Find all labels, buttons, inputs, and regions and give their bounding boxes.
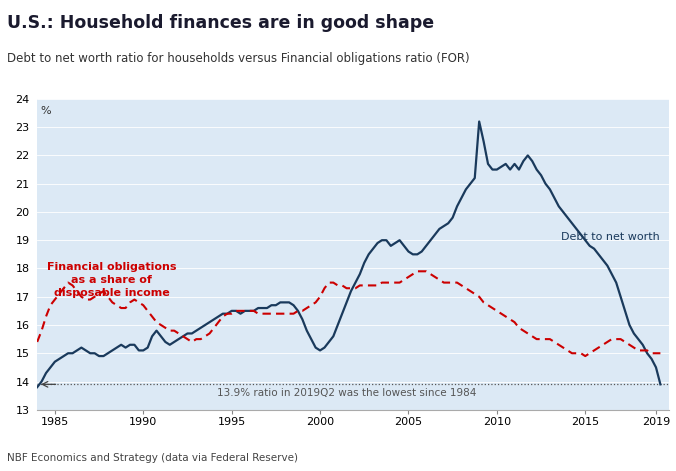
Text: U.S.: Household finances are in good shape: U.S.: Household finances are in good sha… [7,14,434,32]
Text: Debt to net worth ratio for households versus Financial obligations ratio (FOR): Debt to net worth ratio for households v… [7,52,469,65]
Text: %: % [41,106,51,116]
Text: Financial obligations
as a share of
disposable income: Financial obligations as a share of disp… [47,261,176,298]
Text: NBF Economics and Strategy (data via Federal Reserve): NBF Economics and Strategy (data via Fed… [7,453,297,463]
Text: 13.9% ratio in 2019Q2 was the lowest since 1984: 13.9% ratio in 2019Q2 was the lowest sin… [217,388,477,398]
Text: Debt to net worth: Debt to net worth [560,232,659,243]
